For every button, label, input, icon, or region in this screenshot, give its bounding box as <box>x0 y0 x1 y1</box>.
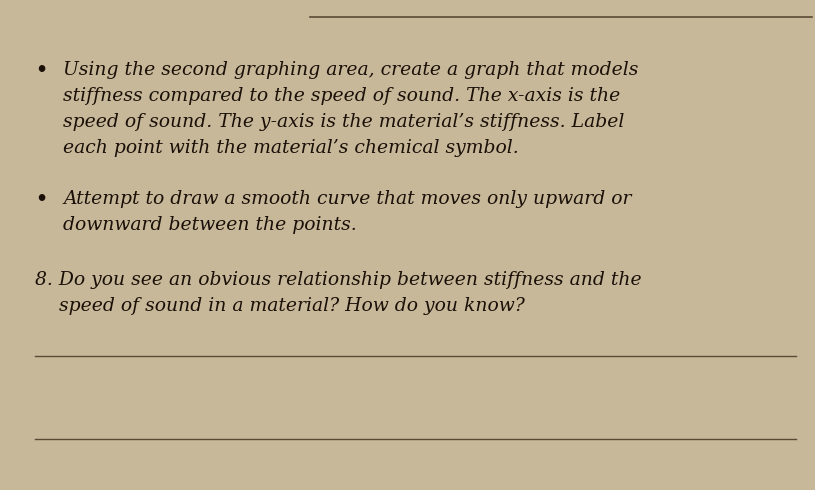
Text: Attempt to draw a smooth curve that moves only upward or: Attempt to draw a smooth curve that move… <box>64 190 632 208</box>
Text: Using the second graphing area, create a graph that models: Using the second graphing area, create a… <box>64 61 639 79</box>
Text: •: • <box>35 61 47 79</box>
Text: speed of sound in a material? How do you know?: speed of sound in a material? How do you… <box>59 297 525 316</box>
Text: downward between the points.: downward between the points. <box>64 216 357 234</box>
Text: •: • <box>35 190 47 208</box>
Text: 8. Do you see an obvious relationship between stiffness and the: 8. Do you see an obvious relationship be… <box>35 271 641 289</box>
Text: speed of sound. The y-axis is the material’s stiffness. Label: speed of sound. The y-axis is the materi… <box>64 113 625 131</box>
Text: each point with the material’s chemical symbol.: each point with the material’s chemical … <box>64 140 519 157</box>
Text: stiffness compared to the speed of sound. The x-axis is the: stiffness compared to the speed of sound… <box>64 87 621 105</box>
